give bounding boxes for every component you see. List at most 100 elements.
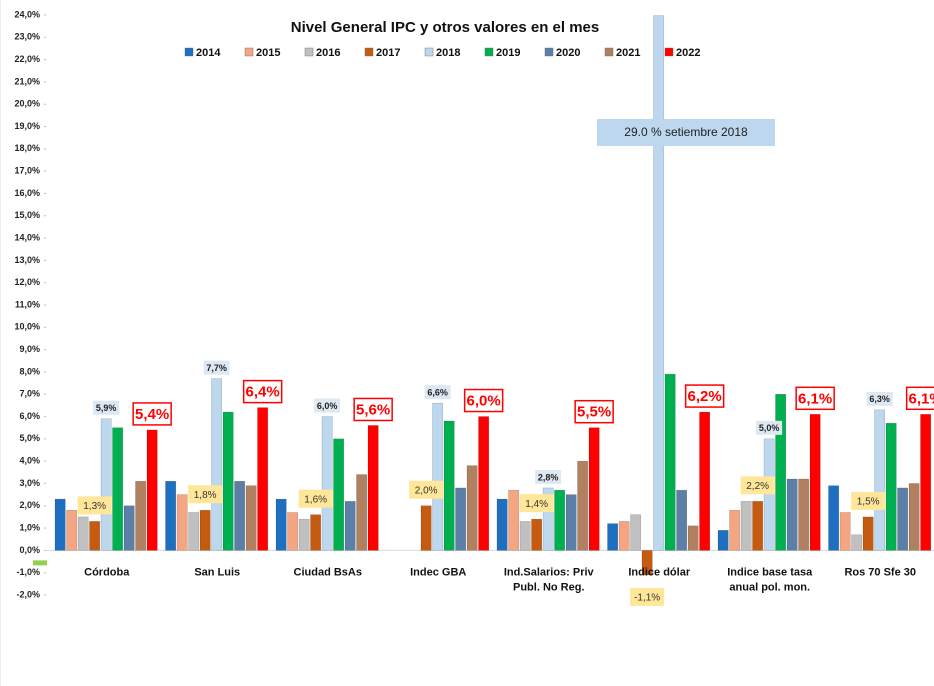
- marker: [33, 560, 47, 566]
- legend-swatch: [424, 47, 434, 57]
- legend-label: 2019: [496, 47, 520, 59]
- bar: [653, 15, 665, 551]
- legend-swatch: [244, 47, 254, 57]
- bar: [775, 393, 787, 551]
- y-tick-label: -2,0%: [16, 589, 40, 599]
- legend-label: 2015: [256, 47, 280, 59]
- bar: [222, 411, 234, 551]
- bar: [443, 420, 455, 551]
- y-tick-label: 22,0%: [14, 54, 40, 64]
- bars: [54, 15, 932, 576]
- bar: [478, 416, 490, 551]
- bar: [618, 521, 630, 551]
- bar: [234, 480, 246, 551]
- data-label-box: [463, 388, 504, 413]
- bar: [211, 378, 223, 551]
- bar: [287, 512, 299, 551]
- bar: [176, 494, 188, 551]
- data-label: 1,6%: [304, 494, 327, 505]
- data-label-box: [905, 386, 934, 411]
- x-tick-label: Córdoba: [84, 566, 130, 578]
- bar: [100, 418, 112, 551]
- x-tick-label: Indice dólar: [628, 566, 690, 578]
- bar: [333, 438, 345, 551]
- bar: [245, 485, 257, 551]
- data-label: 5,6%: [356, 401, 390, 418]
- bar: [752, 501, 764, 551]
- legend-swatch: [664, 47, 674, 57]
- data-label: 1,8%: [194, 490, 217, 501]
- bar: [455, 487, 467, 551]
- data-label: 6,1%: [909, 390, 934, 407]
- y-tick-label: 0,0%: [19, 545, 40, 555]
- y-tick-label: 7,0%: [19, 389, 40, 399]
- bar: [920, 414, 932, 551]
- bar: [607, 523, 619, 551]
- y-tick-label: -1,0%: [16, 567, 40, 577]
- data-label: 2,2%: [746, 481, 769, 492]
- y-tick-label: 12,0%: [14, 277, 40, 287]
- bar: [257, 407, 269, 551]
- bar: [112, 427, 124, 551]
- data-label: 6,0%: [317, 401, 338, 411]
- y-tick-label: 11,0%: [15, 299, 40, 309]
- data-label-box: [851, 491, 886, 510]
- bar: [763, 438, 775, 551]
- bar: [531, 518, 543, 551]
- y-tick-label: 20,0%: [14, 99, 40, 109]
- legend-label: 2016: [316, 47, 340, 59]
- data-label-box: [574, 399, 614, 424]
- bar: [897, 487, 909, 551]
- data-label-box: [298, 489, 333, 508]
- y-tick-label: 9,0%: [19, 344, 40, 354]
- bar: [885, 422, 897, 551]
- data-label-box: [684, 384, 725, 408]
- bar: [77, 516, 89, 551]
- bar: [344, 501, 356, 551]
- chart-title: Nivel General IPC y otros valores en el …: [291, 19, 599, 36]
- bar: [188, 512, 200, 551]
- data-label-box: [242, 379, 283, 404]
- bar: [54, 498, 66, 551]
- data-label: 6,4%: [246, 384, 280, 401]
- data-label-box: [740, 476, 775, 495]
- y-tick-label: 3,0%: [19, 478, 40, 488]
- bar: [577, 460, 589, 551]
- data-label-box: [756, 420, 783, 435]
- y-tick-label: 15,0%: [14, 210, 40, 220]
- y-tick-label: 24,0%: [14, 9, 40, 19]
- bar: [828, 485, 840, 551]
- bar: [66, 509, 78, 551]
- bar: [839, 512, 851, 551]
- legend-swatch: [364, 47, 374, 57]
- y-tick-label: 1,0%: [19, 522, 40, 532]
- legend-swatch: [604, 47, 614, 57]
- data-label: 2,8%: [538, 472, 559, 482]
- data-label: 2,0%: [415, 485, 438, 496]
- data-label: 5,4%: [135, 406, 169, 423]
- bar: [740, 501, 752, 551]
- x-tick-label: Indec GBA: [410, 566, 466, 578]
- bar: [135, 480, 147, 551]
- bar: [199, 509, 211, 551]
- data-label-box: [314, 398, 341, 413]
- data-label-box: [535, 469, 562, 484]
- data-label: 7,7%: [206, 363, 227, 373]
- y-tick-label: 14,0%: [14, 232, 40, 242]
- bar: [298, 518, 310, 551]
- data-label-box: [795, 386, 835, 411]
- data-label: 5,0%: [759, 423, 780, 433]
- y-tick-label: 23,0%: [14, 32, 40, 42]
- legend-swatch: [304, 47, 314, 57]
- legend-label: 2021: [616, 47, 640, 59]
- y-tick-label: 18,0%: [14, 143, 40, 153]
- bar: [432, 402, 444, 551]
- y-tick-label: 6,0%: [19, 411, 40, 421]
- y-tick-label: 5,0%: [19, 433, 40, 443]
- y-tick-label: 21,0%: [14, 76, 40, 86]
- y-tick-label: 8,0%: [19, 366, 40, 376]
- bar: [588, 427, 600, 551]
- data-label: 6,0%: [467, 393, 501, 410]
- bar: [676, 489, 688, 551]
- data-label: 5,9%: [96, 403, 117, 413]
